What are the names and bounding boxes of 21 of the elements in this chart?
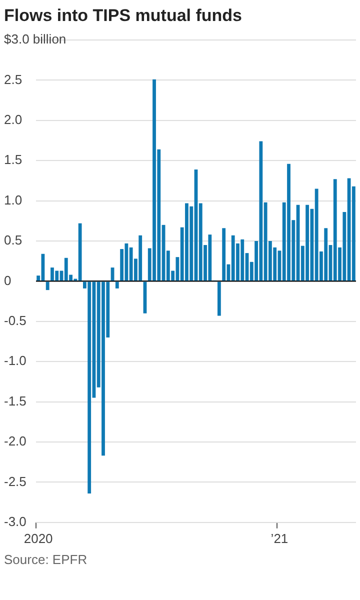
y-tick-label: 0	[4, 272, 12, 288]
y-tick-label: $3.0 billion	[4, 32, 66, 47]
y-tick-label: -2.0	[4, 434, 26, 449]
source-note: Source: EPFR	[4, 552, 88, 567]
y-tick-label: -1.0	[4, 353, 26, 368]
x-tick-label: ’21	[270, 530, 288, 546]
bar	[115, 282, 119, 288]
y-tick-label: 1.5	[4, 152, 22, 168]
y-tick-label: -3.0	[4, 514, 26, 529]
y-tick-label: 2.0	[4, 112, 22, 127]
y-tick-label: -1.5	[4, 393, 26, 408]
bar	[46, 282, 50, 290]
y-tick-label: -2.5	[4, 474, 26, 489]
y-tick-label: -0.5	[4, 312, 26, 328]
bar	[222, 228, 226, 281]
y-tick-label: 2.5	[4, 72, 22, 87]
bar	[217, 282, 221, 316]
y-tick-label: 1.0	[4, 192, 22, 208]
chart-title: Flows into TIPS mutual funds	[4, 6, 243, 26]
x-tick-label: 2020	[24, 530, 53, 546]
y-tick-label: 0.5	[4, 232, 22, 248]
